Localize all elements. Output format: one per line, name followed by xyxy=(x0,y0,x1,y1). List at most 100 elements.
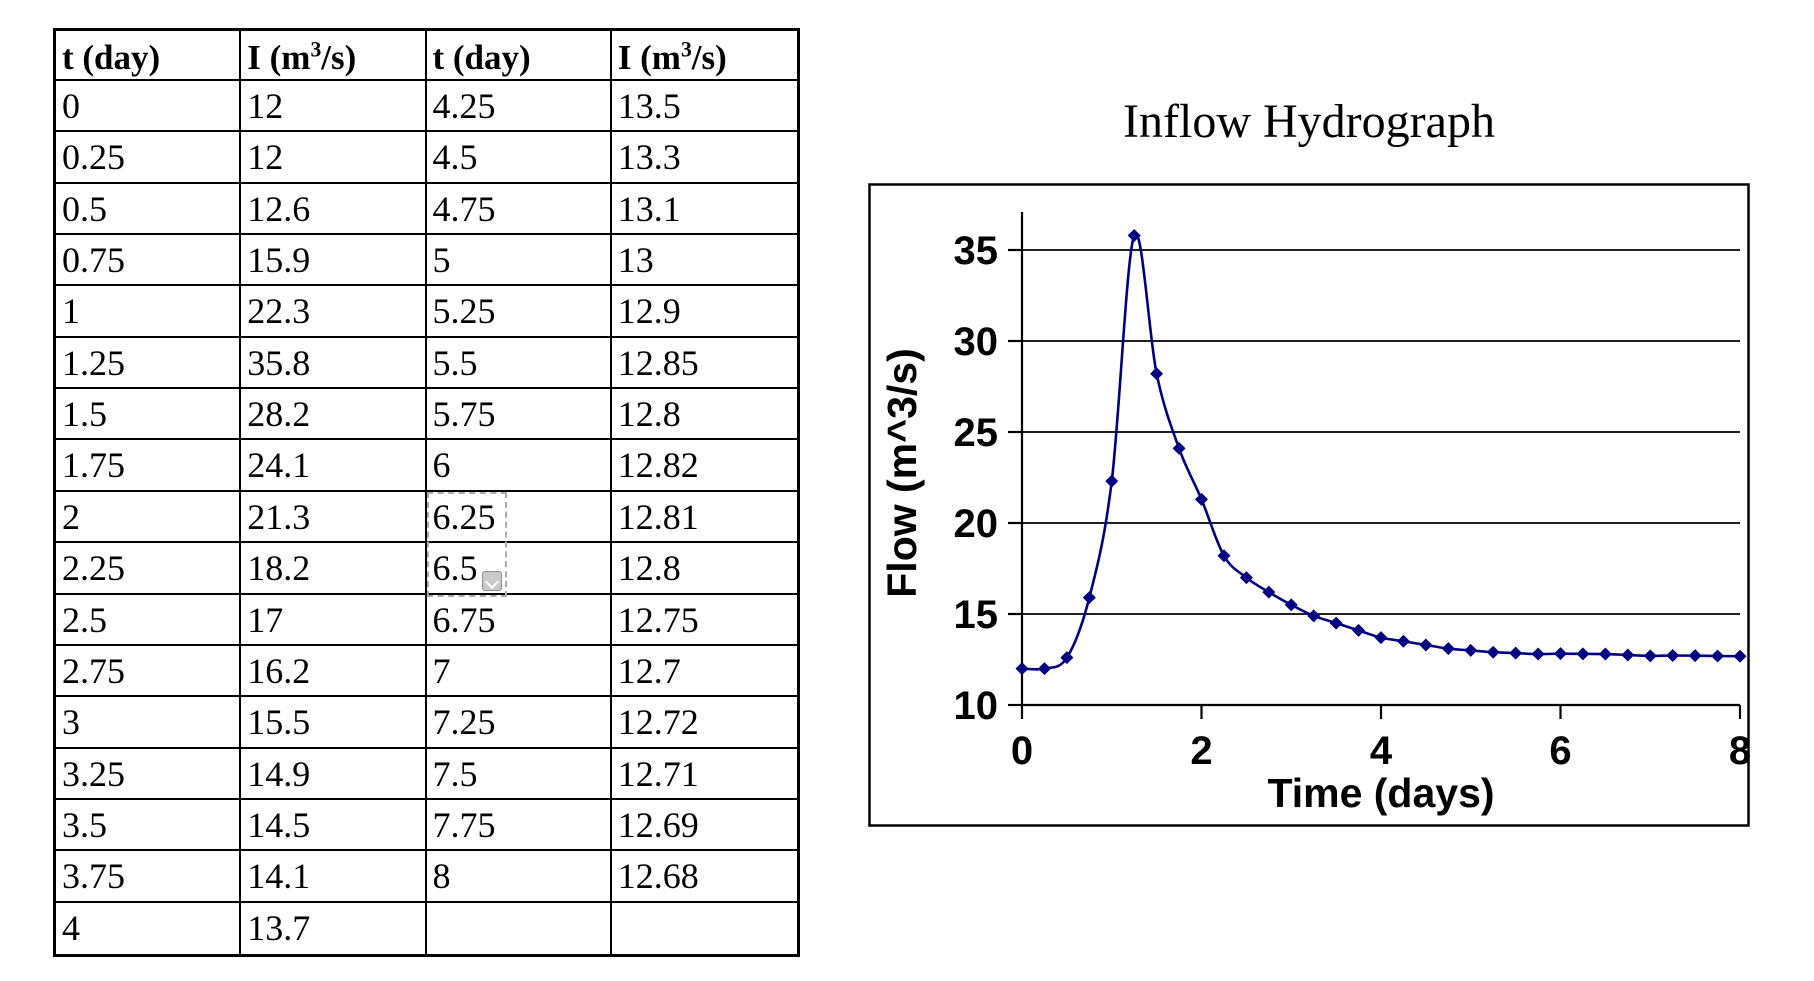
table-cell[interactable]: 7.5 xyxy=(426,748,612,800)
table-cell[interactable]: 1 xyxy=(56,286,242,338)
table-cell[interactable]: 13.3 xyxy=(611,132,797,184)
table-cell[interactable]: 7.75 xyxy=(426,799,612,852)
data-point-marker xyxy=(1082,591,1096,605)
table-cell[interactable]: 6.75 xyxy=(426,594,612,646)
x-tick-label: 0 xyxy=(1011,729,1033,773)
table-cell[interactable]: 15.9 xyxy=(241,235,427,287)
data-point-marker xyxy=(1576,647,1590,661)
data-point-marker xyxy=(1172,441,1186,455)
table-cell[interactable]: 4.25 xyxy=(426,81,612,133)
table-cell[interactable]: 3 xyxy=(56,697,242,749)
y-axis-title: Flow (m^3/s) xyxy=(879,348,925,597)
table-cell[interactable]: 3.75 xyxy=(56,851,242,903)
table-cell[interactable]: 4.5 xyxy=(426,132,612,184)
inflow-hydrograph-chart[interactable]: 10 15 20 25 30 35 0 2 4 6 8 Flow (m^3/s) Time (days) xyxy=(868,183,1750,827)
data-point-marker xyxy=(1195,492,1208,506)
data-point-marker xyxy=(1329,616,1343,630)
table-cell[interactable]: 12.71 xyxy=(611,748,797,800)
data-point-marker xyxy=(1217,549,1231,563)
table-cell[interactable]: 12.85 xyxy=(611,337,797,390)
table-cell[interactable]: 5.75 xyxy=(426,389,612,441)
table-cell[interactable]: 22.3 xyxy=(241,286,427,338)
table-cell[interactable]: 13.5 xyxy=(611,81,797,133)
table-cell[interactable]: 4.75 xyxy=(426,183,612,236)
table-cell[interactable]: 12.69 xyxy=(611,799,797,852)
table-cell[interactable]: 21.3 xyxy=(241,491,427,544)
table-cell[interactable]: 12.75 xyxy=(611,594,797,646)
table-cell[interactable] xyxy=(611,902,797,954)
data-point-marker xyxy=(1554,647,1567,661)
table-cell[interactable]: 5.25 xyxy=(426,286,612,338)
table-cell[interactable]: 28.2 xyxy=(241,389,427,441)
header-text: I (m xyxy=(617,38,681,77)
column-header-t-2[interactable]: t (day) xyxy=(426,31,612,81)
table-cell[interactable]: 1.5 xyxy=(56,389,242,441)
table-cell[interactable]: 18.2 xyxy=(241,543,427,595)
table-cell[interactable]: 12.81 xyxy=(611,491,797,544)
table-cell[interactable]: 6 xyxy=(426,440,612,492)
autofill-options-button[interactable] xyxy=(482,571,502,591)
table-cell[interactable]: 14.1 xyxy=(241,851,427,903)
table-cell[interactable]: 35.8 xyxy=(241,337,427,390)
table-cell[interactable]: 12 xyxy=(241,132,427,184)
data-point-marker xyxy=(1486,645,1500,659)
x-tick-label: 2 xyxy=(1190,729,1212,773)
table-cell[interactable]: 4 xyxy=(56,902,242,954)
column-header-i-1[interactable]: I (m3/s) xyxy=(241,31,427,81)
header-text: I (m xyxy=(247,38,311,77)
data-point-marker xyxy=(1441,642,1455,656)
table-cell[interactable]: 13 xyxy=(611,235,797,287)
table-cell[interactable]: 5.5 xyxy=(426,337,612,390)
table-cell[interactable]: 12.6 xyxy=(241,183,427,236)
table-cell[interactable]: 2.5 xyxy=(56,594,242,646)
header-text: t (day) xyxy=(62,38,161,77)
table-cell[interactable]: 6.25 xyxy=(426,491,612,544)
table-cell[interactable]: 24.1 xyxy=(241,440,427,492)
data-point-marker xyxy=(1352,623,1366,637)
table-cell[interactable]: 16.2 xyxy=(241,645,427,698)
table-cell[interactable]: 0.25 xyxy=(56,132,242,184)
table-cell[interactable]: 0 xyxy=(56,81,242,133)
y-tick-label: 35 xyxy=(954,229,999,273)
table-cell[interactable]: 0.75 xyxy=(56,235,242,287)
table-cell[interactable]: 13.1 xyxy=(611,183,797,236)
data-point-marker xyxy=(1127,228,1141,242)
y-tick-label: 20 xyxy=(954,502,999,546)
table-cell[interactable]: 5 xyxy=(426,235,612,287)
table-cell[interactable]: 12.68 xyxy=(611,851,797,903)
table-cell[interactable]: 2.75 xyxy=(56,645,242,698)
data-point-marker xyxy=(1419,638,1433,652)
table-cell[interactable]: 12.72 xyxy=(611,697,797,749)
data-point-marker xyxy=(1711,649,1725,663)
table-cell[interactable]: 1.25 xyxy=(56,337,242,390)
table-cell[interactable]: 12.7 xyxy=(611,645,797,698)
table-cell[interactable]: 0.5 xyxy=(56,183,242,236)
table-cell[interactable]: 8 xyxy=(426,851,612,903)
column-header-t-1[interactable]: t (day) xyxy=(56,31,242,81)
table-cell[interactable]: 3.5 xyxy=(56,799,242,852)
table-cell[interactable]: 17 xyxy=(241,594,427,646)
table-cell[interactable]: 13.7 xyxy=(241,902,427,954)
table-cell[interactable]: 12 xyxy=(241,81,427,133)
y-tick-label: 30 xyxy=(954,320,999,364)
table-cell[interactable]: 12.82 xyxy=(611,440,797,492)
table-cell[interactable]: 15.5 xyxy=(241,697,427,749)
table-cell[interactable]: 14.9 xyxy=(241,748,427,800)
table-cell[interactable]: 1.75 xyxy=(56,440,242,492)
table-cell[interactable]: 12.8 xyxy=(611,543,797,595)
table-cell[interactable]: 14.5 xyxy=(241,799,427,852)
table-cell[interactable]: 2 xyxy=(56,491,242,544)
column-header-i-2[interactable]: I (m3/s) xyxy=(611,31,797,81)
table-cell[interactable]: 2.25 xyxy=(56,543,242,595)
inflow-data-table: t (day) I (m3/s) t (day) I (m3/s) 0 12 4.2… xyxy=(53,28,800,957)
table-cell[interactable]: 12.8 xyxy=(611,389,797,441)
y-tick-label: 10 xyxy=(954,684,999,728)
table-cell[interactable]: 7.25 xyxy=(426,697,612,749)
table-cell[interactable]: 7 xyxy=(426,645,612,698)
x-tick-label: 4 xyxy=(1370,729,1393,773)
table-cell[interactable]: 12.9 xyxy=(611,286,797,338)
table-cell[interactable] xyxy=(426,902,612,954)
table-cell[interactable]: 3.25 xyxy=(56,748,242,800)
data-point-marker xyxy=(1509,646,1523,660)
table-cell[interactable]: 6.5 xyxy=(426,543,612,595)
